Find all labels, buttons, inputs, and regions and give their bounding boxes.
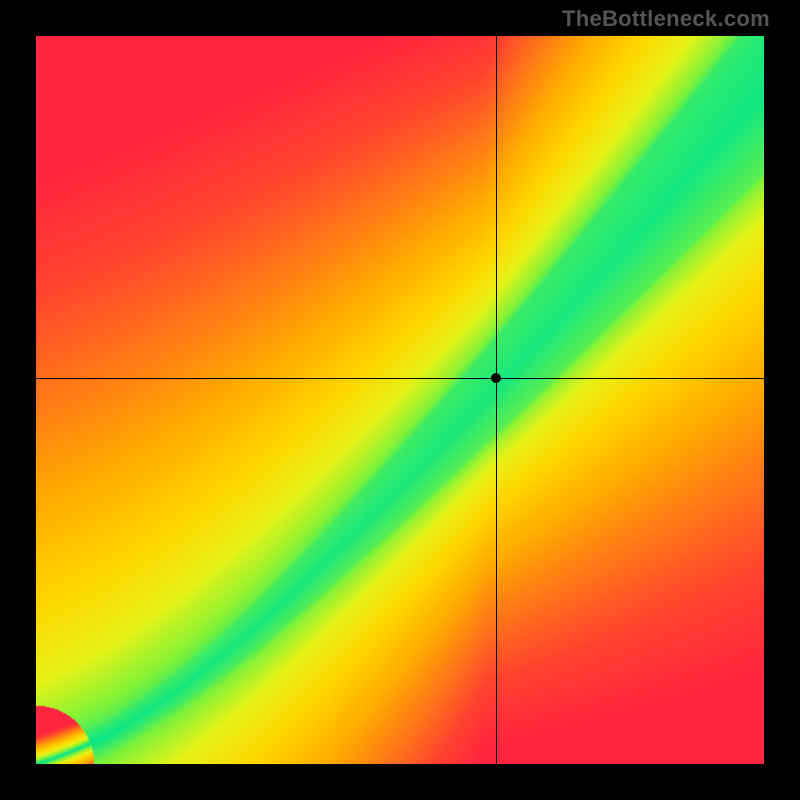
bottleneck-heatmap <box>36 36 764 764</box>
crosshair-horizontal <box>36 378 764 379</box>
operating-point-marker <box>491 373 501 383</box>
crosshair-vertical <box>496 36 497 764</box>
watermark-text: TheBottleneck.com <box>562 6 770 32</box>
